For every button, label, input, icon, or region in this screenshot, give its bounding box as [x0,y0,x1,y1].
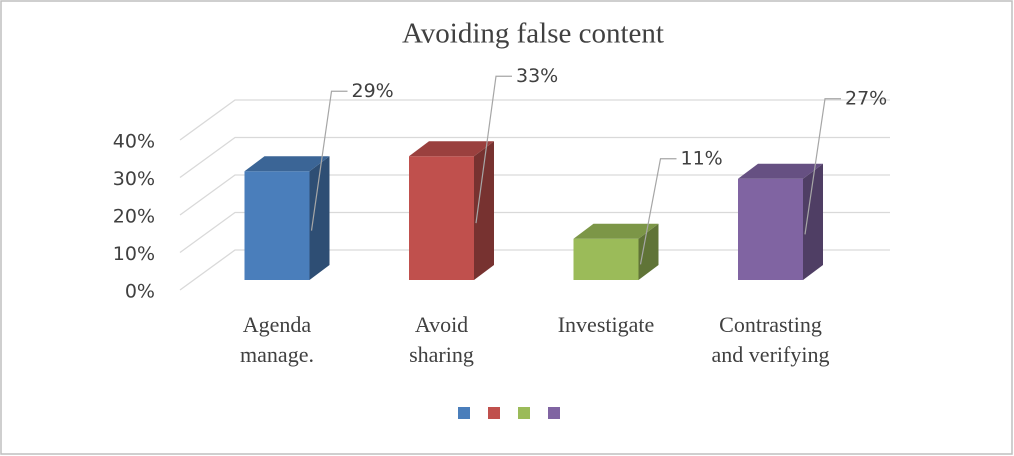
bar-top [409,141,494,157]
bar-front [409,156,474,280]
bar [738,163,823,280]
y-tick-label: 30% [113,168,155,190]
grid-line [179,99,890,141]
leader-line [804,98,841,235]
bar-front [738,178,803,280]
bar-top [738,163,823,179]
x-tick-label: Avoid sharing [409,312,474,367]
bar-front [573,238,639,280]
bar-front [244,171,310,280]
x-tick-label: Contrasting and verifying [711,312,830,367]
legend-marker [548,407,560,419]
legend-marker [488,407,500,419]
data-label: 11% [681,147,723,169]
data-label: 33% [516,65,558,87]
bar [409,141,494,280]
bar [573,223,659,280]
x-tick-label: Agenda manage. [240,312,314,367]
y-tick-label: 10% [113,243,155,265]
x-tick-label: Investigate [557,312,655,337]
leader-line [639,158,677,265]
bar-top [244,156,330,172]
chart-title: Avoiding false content [402,18,664,50]
bar-top [573,223,659,239]
grid-line [179,249,890,291]
bar-side [309,156,330,280]
data-label: 29% [352,80,394,102]
leader-line [475,75,512,224]
grid-line [179,211,890,254]
y-tick-label: 0% [125,281,155,303]
legend-marker [518,407,530,419]
leader-line [310,90,348,231]
bar-side [638,223,659,280]
data-label: 27% [845,87,887,109]
bar-side [803,163,823,280]
legend-marker [458,407,470,419]
grid-line [179,136,890,179]
grid-line [179,174,890,216]
y-tick-label: 40% [113,131,155,153]
bar-side [474,141,494,280]
y-tick-label: 20% [113,206,155,228]
bar [244,156,330,280]
